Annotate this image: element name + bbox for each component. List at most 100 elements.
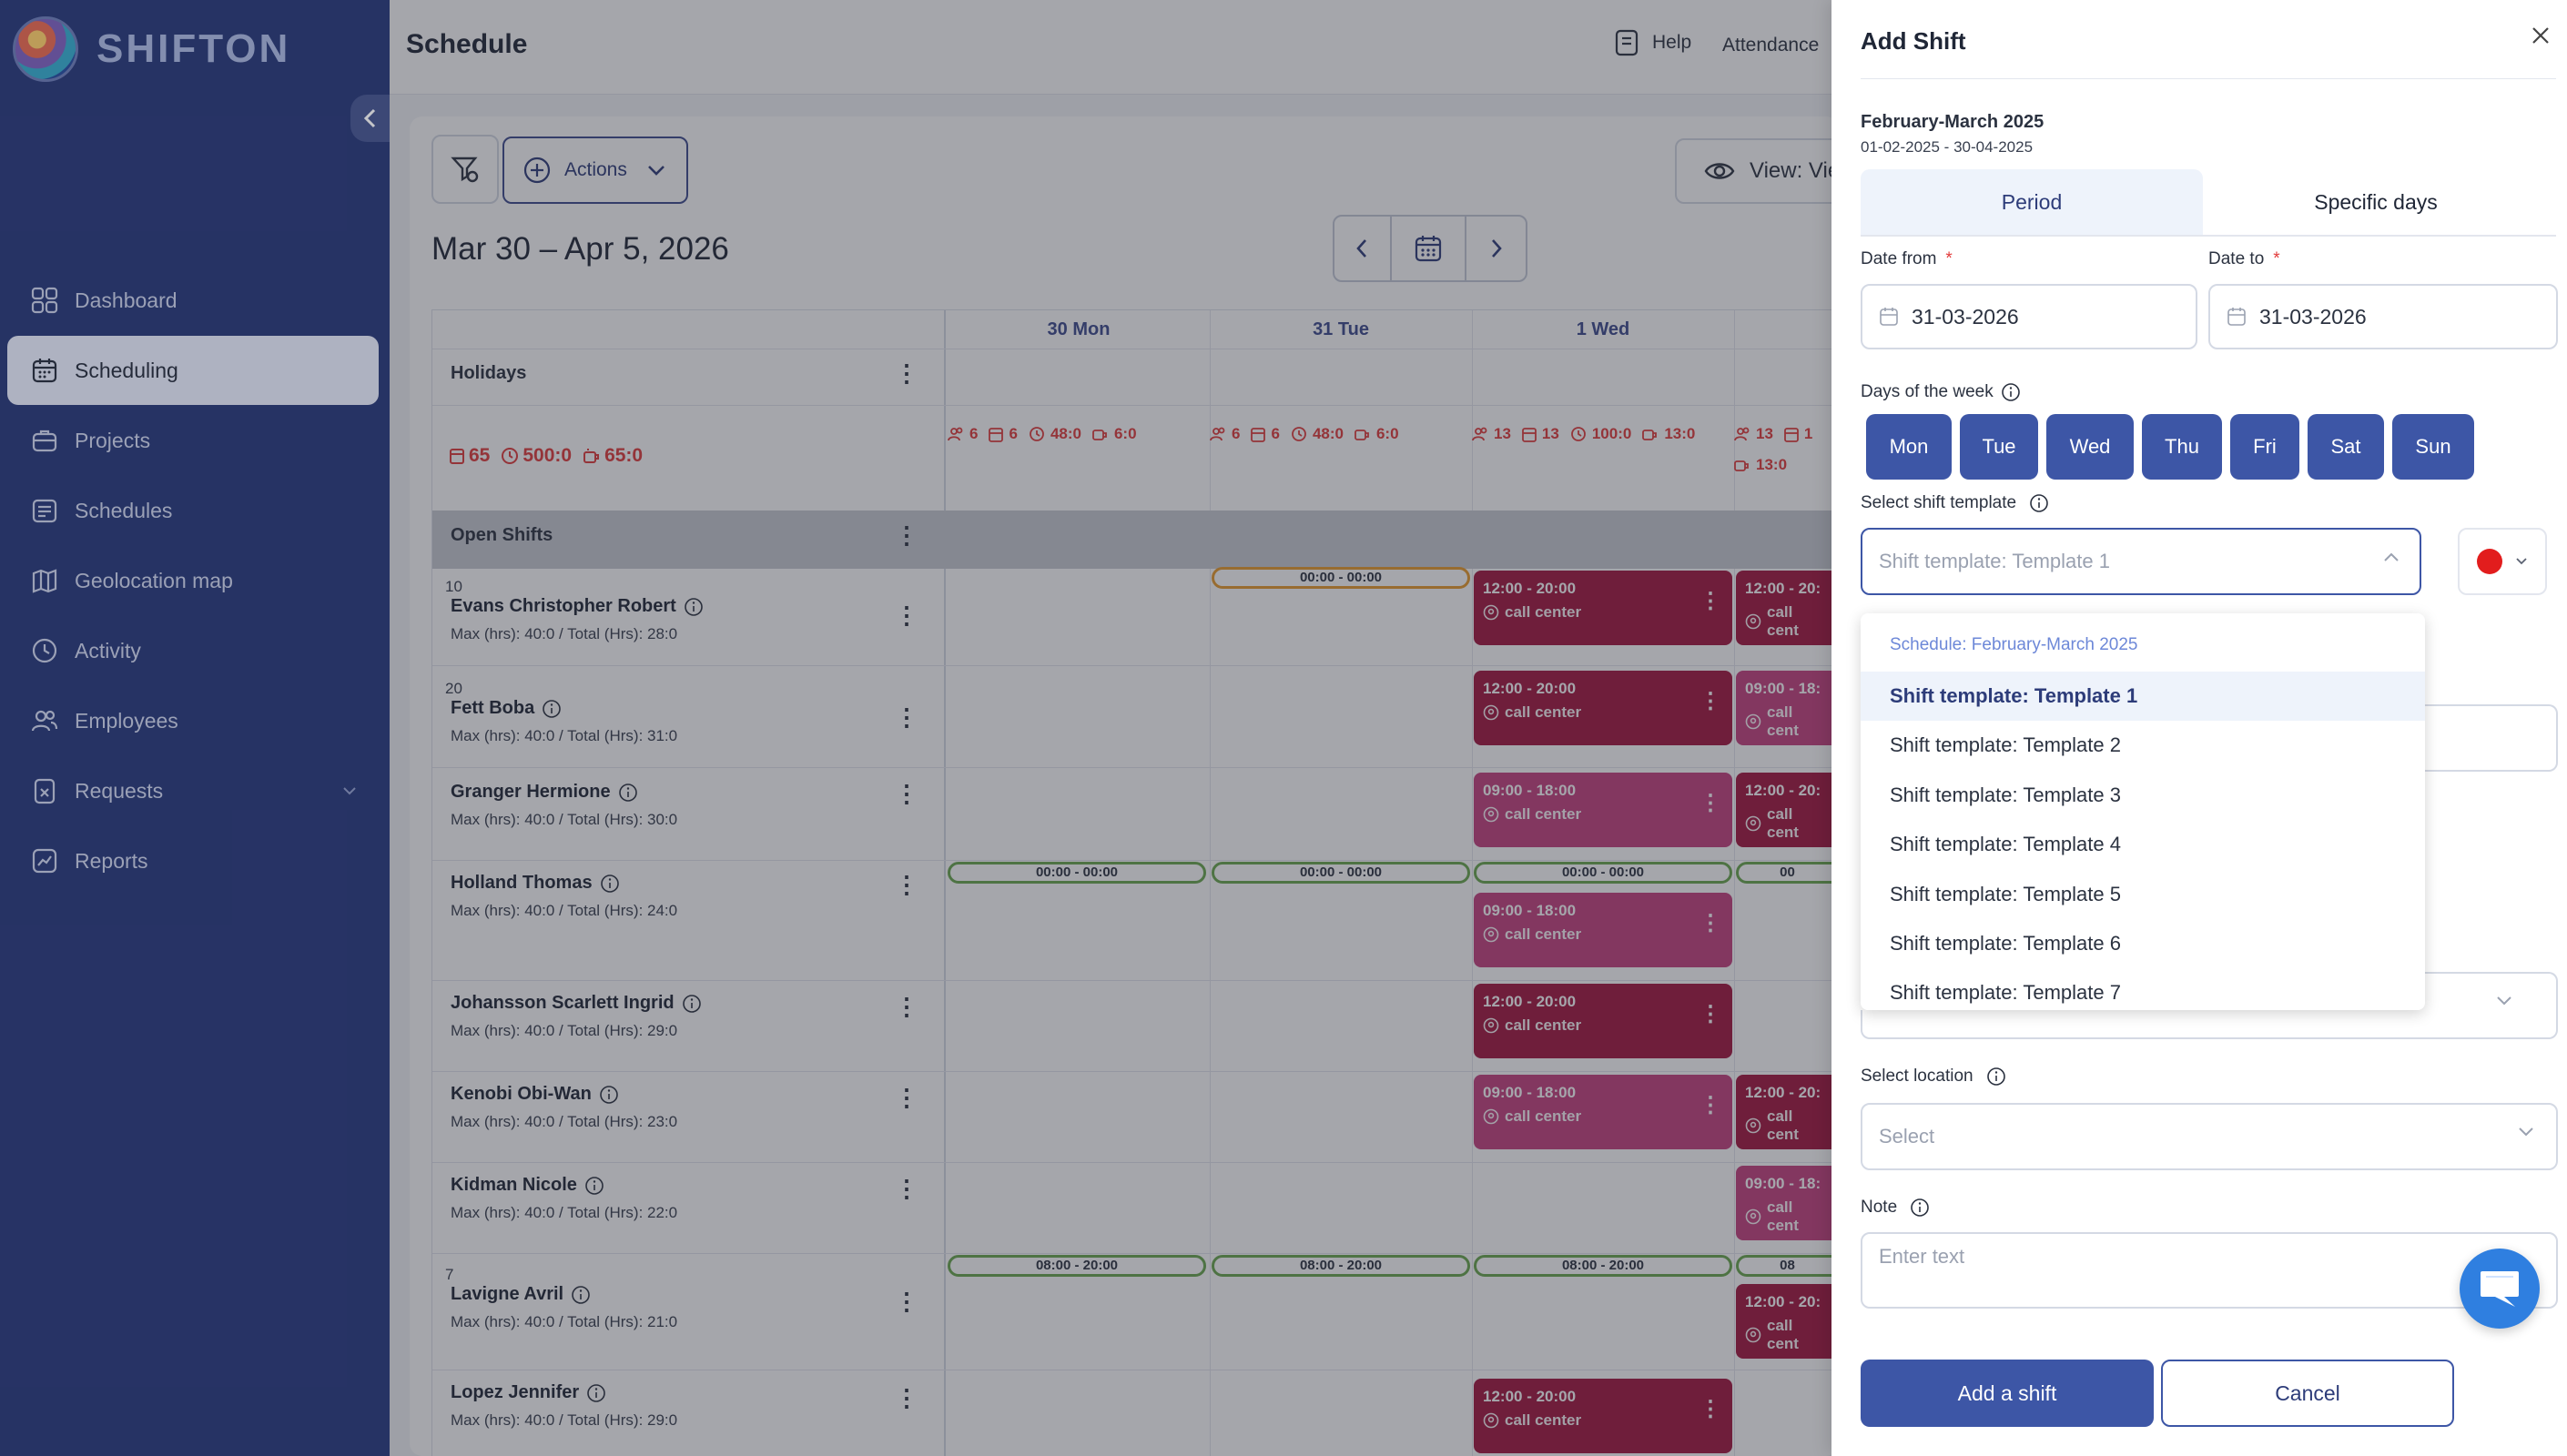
info-icon[interactable] [586, 1383, 606, 1403]
shift-block[interactable]: 12:00 - 20: call cent [1736, 773, 1838, 847]
open-shifts-menu-icon[interactable]: ⋮ [895, 521, 918, 549]
chevron-down-icon[interactable] [342, 786, 357, 795]
day-header[interactable]: 30 Mon [1047, 319, 1111, 339]
modal-backdrop[interactable] [390, 0, 1839, 1456]
dropdown-option[interactable]: Shift template: Template 5 [1890, 883, 2121, 905]
shift-block[interactable]: 09:00 - 18:00 call center ⋮ [1474, 893, 1732, 967]
employee-menu-icon[interactable]: ⋮ [895, 871, 918, 898]
shift-menu-icon[interactable]: ⋮ [1699, 1002, 1721, 1026]
date-from-input[interactable]: 31-03-2026 [1861, 284, 2197, 349]
collapse-sidebar-button[interactable] [350, 95, 390, 142]
shift-block[interactable]: 12:00 - 20:00 call center ⋮ [1474, 571, 1732, 645]
shift-block[interactable]: 09:00 - 18: call cent [1736, 671, 1838, 745]
employee-menu-icon[interactable]: ⋮ [895, 1084, 918, 1111]
employee-name[interactable]: Evans Christopher Robert [451, 596, 704, 617]
dropdown-option[interactable]: Shift template: Template 6 [1890, 932, 2121, 955]
info-icon[interactable] [599, 1085, 619, 1105]
shift-menu-icon[interactable]: ⋮ [1699, 589, 1721, 613]
info-icon[interactable] [2029, 493, 2049, 513]
shift-pill[interactable]: 00:00 - 00:00 [948, 862, 1206, 884]
employee-menu-icon[interactable]: ⋮ [895, 1384, 918, 1411]
filter-button[interactable] [431, 135, 499, 204]
sidebar-item-activity[interactable]: Activity [7, 616, 379, 685]
shift-menu-icon[interactable]: ⋮ [1699, 791, 1721, 815]
shift-menu-icon[interactable]: ⋮ [1699, 1093, 1721, 1117]
partially-hidden-select[interactable] [1861, 1010, 2425, 1039]
weekday-thu[interactable]: Thu [2142, 414, 2222, 480]
employee-name[interactable]: Kenobi Obi-Wan [451, 1084, 619, 1105]
weekday-wed[interactable]: Wed [2046, 414, 2134, 480]
location-select[interactable]: Select [1861, 1103, 2558, 1170]
tab-period[interactable]: Period [1861, 169, 2203, 235]
info-icon[interactable] [618, 783, 638, 803]
employee-name[interactable]: Johansson Scarlett Ingrid [451, 993, 702, 1014]
employee-menu-icon[interactable]: ⋮ [895, 993, 918, 1020]
partially-hidden-field[interactable] [2421, 704, 2558, 772]
calendar-picker-button[interactable] [1392, 217, 1467, 280]
open-shift-pill[interactable]: 00:00 - 00:00 [1212, 567, 1470, 589]
note-textarea[interactable]: Enter text [1861, 1232, 2558, 1309]
info-icon[interactable] [542, 699, 562, 719]
add-shift-button[interactable]: Add a shift [1861, 1360, 2154, 1427]
employee-menu-icon[interactable]: ⋮ [895, 1288, 918, 1315]
previous-week-button[interactable] [1334, 217, 1392, 280]
shift-menu-icon[interactable]: ⋮ [1699, 1397, 1721, 1421]
dropdown-option[interactable]: Shift template: Template 7 [1890, 981, 2121, 1004]
sidebar-item-scheduling[interactable]: Scheduling [7, 336, 379, 405]
sidebar-item-schedules[interactable]: Schedules [7, 476, 379, 545]
shift-block[interactable]: 12:00 - 20: call cent [1736, 1075, 1838, 1149]
shift-menu-icon[interactable]: ⋮ [1699, 689, 1721, 713]
shift-pill[interactable]: 08 [1736, 1255, 1836, 1277]
employee-menu-icon[interactable]: ⋮ [895, 1175, 918, 1202]
shift-block[interactable]: 09:00 - 18:00 call center ⋮ [1474, 773, 1732, 847]
actions-button[interactable]: Actions [502, 136, 688, 204]
info-icon[interactable] [684, 597, 704, 617]
day-header[interactable]: 31 Tue [1313, 319, 1369, 339]
shift-pill[interactable]: 00:00 - 00:00 [1474, 862, 1732, 884]
weekday-fri[interactable]: Fri [2230, 414, 2299, 480]
shift-block[interactable]: 12:00 - 20: call cent [1736, 1284, 1838, 1359]
info-icon[interactable] [584, 1176, 604, 1196]
weekday-sat[interactable]: Sat [2308, 414, 2384, 480]
shift-template-select[interactable]: Shift template: Template 1 [1861, 528, 2421, 595]
shift-pill[interactable]: 08:00 - 20:00 [948, 1255, 1206, 1277]
day-header[interactable]: 1 Wed [1576, 319, 1630, 339]
shift-block[interactable]: 12:00 - 20:00 call center ⋮ [1474, 1379, 1732, 1453]
info-icon[interactable] [1910, 1198, 1930, 1218]
employee-menu-icon[interactable]: ⋮ [895, 780, 918, 807]
help-link[interactable]: Help [1614, 29, 1691, 56]
employee-menu-icon[interactable]: ⋮ [895, 703, 918, 731]
employee-name[interactable]: Holland Thomas [451, 873, 620, 894]
dropdown-option[interactable]: Shift template: Template 4 [1890, 833, 2121, 855]
employee-name[interactable]: Lopez Jennifer [451, 1382, 606, 1403]
logo[interactable]: SHIFTON [13, 16, 290, 82]
sidebar-item-geolocation-map[interactable]: Geolocation map [7, 546, 379, 615]
employee-name[interactable]: Lavigne Avril [451, 1284, 591, 1305]
employee-name[interactable]: Granger Hermione [451, 782, 638, 803]
chat-widget-button[interactable] [2460, 1249, 2540, 1329]
sidebar-item-dashboard[interactable]: Dashboard [7, 266, 379, 335]
shift-pill[interactable]: 00:00 - 00:00 [1212, 862, 1470, 884]
shift-pill[interactable]: 00 [1736, 862, 1836, 884]
shift-block[interactable]: 09:00 - 18:00 call center ⋮ [1474, 1075, 1732, 1149]
info-icon[interactable] [2001, 382, 2021, 402]
shift-pill[interactable]: 08:00 - 20:00 [1212, 1255, 1470, 1277]
dropdown-option[interactable]: Shift template: Template 1 [1861, 672, 2425, 721]
info-icon[interactable] [600, 874, 620, 894]
tab-specific-days[interactable]: Specific days [2314, 189, 2438, 214]
employee-menu-icon[interactable]: ⋮ [895, 602, 918, 629]
date-to-input[interactable]: 31-03-2026 [2208, 284, 2558, 349]
shift-block[interactable]: 12:00 - 20:00 call center ⋮ [1474, 984, 1732, 1058]
close-icon[interactable] [2531, 25, 2551, 46]
employee-name[interactable]: Kidman Nicole [451, 1175, 604, 1196]
shift-pill[interactable]: 08:00 - 20:00 [1474, 1255, 1732, 1277]
shift-block[interactable]: 09:00 - 18: call cent [1736, 1166, 1838, 1240]
next-week-button[interactable] [1466, 217, 1526, 280]
shift-menu-icon[interactable]: ⋮ [1699, 911, 1721, 935]
employee-name[interactable]: Fett Boba [451, 698, 562, 719]
shift-block[interactable]: 12:00 - 20: call cent [1736, 571, 1838, 645]
template-color-picker[interactable] [2458, 528, 2547, 595]
sidebar-item-requests[interactable]: Requests [7, 756, 379, 825]
sidebar-item-projects[interactable]: Projects [7, 406, 379, 475]
dropdown-option[interactable]: Shift template: Template 2 [1890, 733, 2121, 756]
